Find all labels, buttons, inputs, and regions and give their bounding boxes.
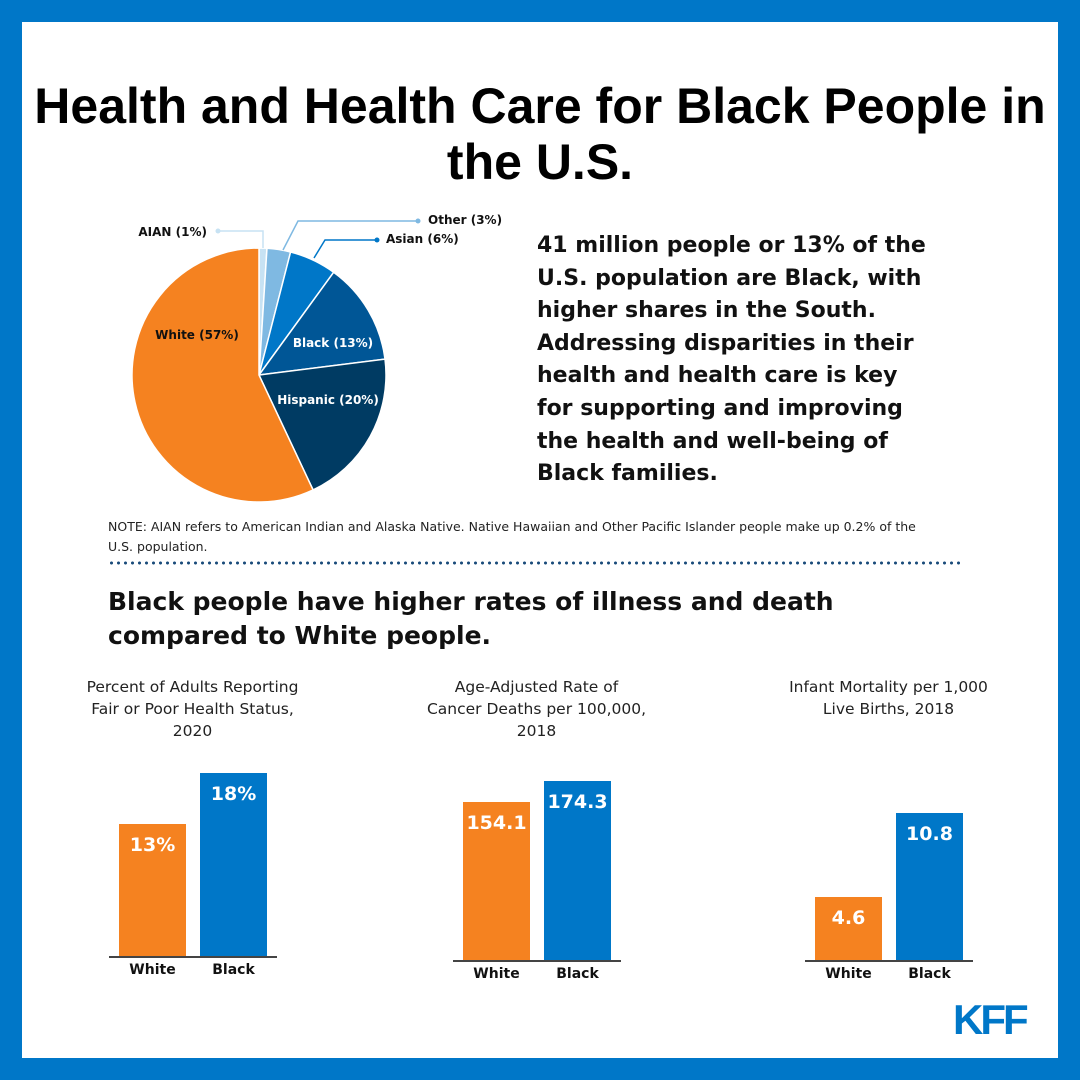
bar-black xyxy=(896,813,963,960)
frame xyxy=(22,22,1058,1058)
chart-title: Infant Mortality per 1,000 Live Births, … xyxy=(789,678,988,718)
x-tick-label: White xyxy=(129,962,176,978)
x-tick-label: White xyxy=(825,966,872,982)
note: NOTE: AIAN refers to American Indian and… xyxy=(108,519,916,554)
x-tick-label: Black xyxy=(212,962,255,978)
leader-dot xyxy=(374,237,380,243)
leader-dot xyxy=(215,228,221,234)
x-axis xyxy=(109,956,277,958)
x-tick-label: White xyxy=(473,966,520,982)
bar-white xyxy=(119,823,186,956)
bar-value-label: 13% xyxy=(129,833,176,856)
x-axis xyxy=(453,960,621,962)
x-tick-label: Black xyxy=(556,966,599,982)
pie-label: Asian (6%) xyxy=(386,232,459,246)
bar-value-label: 154.1 xyxy=(466,811,527,834)
pie-chart: AIAN (1%) Other (3%) Asian (6%) Black (13%)… xyxy=(131,213,502,503)
bar-black xyxy=(544,781,611,960)
pie-slice-3 xyxy=(257,271,386,376)
pie-label: Hispanic (20%) xyxy=(277,393,379,407)
bar-black xyxy=(200,773,267,956)
chart-title: Age-Adjusted Rate of Cancer Deaths per 1… xyxy=(426,678,647,740)
bar-white xyxy=(463,801,530,960)
bar-value-label: 4.6 xyxy=(831,907,866,930)
pie-label: Black (13%) xyxy=(293,336,373,350)
leader-line xyxy=(218,230,264,248)
pie-slice-5 xyxy=(131,247,315,503)
pie-label: AIAN (1%) xyxy=(138,225,207,239)
leader-line xyxy=(313,239,377,259)
bar-value-label: 10.8 xyxy=(906,823,953,845)
page-title: Health and Health Care for Black People … xyxy=(34,78,1046,190)
intro-text: 41 million people or 13% of the U.S. pop… xyxy=(537,233,926,487)
chart-title: Percent of Adults Reporting Fair or Poor… xyxy=(86,678,299,740)
kff-logo: KFF xyxy=(953,996,1029,1043)
bar-value-label: 174.3 xyxy=(547,791,608,813)
pie-slice-4 xyxy=(257,358,387,491)
bar-value-label: 18% xyxy=(210,783,257,805)
x-tick-label: Black xyxy=(908,966,951,982)
pie-label: White (57%) xyxy=(155,328,239,342)
dotted-divider xyxy=(108,561,964,565)
bar-white xyxy=(815,897,882,960)
leader-dot xyxy=(415,218,421,224)
leader-line xyxy=(282,220,418,251)
pie-label: Other (3%) xyxy=(428,213,502,227)
x-axis xyxy=(805,960,973,962)
section-heading: Black people have higher rates of illnes… xyxy=(108,587,834,650)
